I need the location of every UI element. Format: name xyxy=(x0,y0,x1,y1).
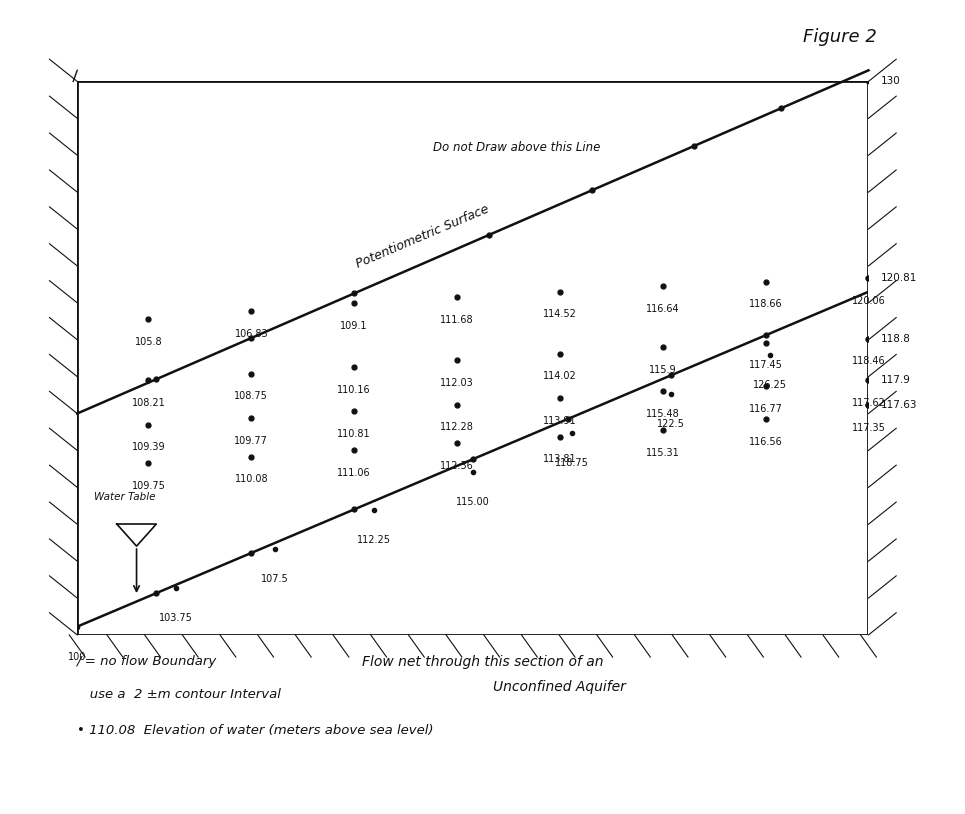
Text: 103.75: 103.75 xyxy=(159,613,193,623)
Text: Water Table: Water Table xyxy=(94,492,155,502)
Text: 111.68: 111.68 xyxy=(440,315,474,325)
Text: 117.9: 117.9 xyxy=(880,375,910,385)
Text: 118.75: 118.75 xyxy=(555,457,589,468)
Text: 115.9: 115.9 xyxy=(648,365,676,374)
Text: 117.45: 117.45 xyxy=(749,361,783,370)
Text: 116.64: 116.64 xyxy=(646,304,679,314)
Text: / = no flow Boundary: / = no flow Boundary xyxy=(77,655,217,668)
Text: Flow net through this section of an: Flow net through this section of an xyxy=(362,655,603,669)
Text: 120.06: 120.06 xyxy=(852,295,885,305)
Text: 120.81: 120.81 xyxy=(880,273,917,283)
Text: 107.5: 107.5 xyxy=(262,574,289,584)
Text: 113.91: 113.91 xyxy=(543,416,577,426)
Text: 106.83: 106.83 xyxy=(234,329,268,339)
Text: 115.48: 115.48 xyxy=(646,409,679,419)
Text: 112.36: 112.36 xyxy=(440,461,474,471)
Text: Unconfined Aquifer: Unconfined Aquifer xyxy=(493,680,626,694)
Text: 130: 130 xyxy=(880,77,900,86)
Text: 110.16: 110.16 xyxy=(338,385,371,395)
Text: 109.1: 109.1 xyxy=(341,321,368,330)
Text: 108.75: 108.75 xyxy=(234,392,268,401)
Text: 117.63: 117.63 xyxy=(880,400,917,410)
Text: Potentiometric Surface: Potentiometric Surface xyxy=(354,203,491,271)
Text: 109.75: 109.75 xyxy=(131,481,165,491)
Text: 114.02: 114.02 xyxy=(543,371,577,382)
Text: 113.81: 113.81 xyxy=(543,454,577,465)
Text: 108.21: 108.21 xyxy=(131,398,165,408)
Text: 111.06: 111.06 xyxy=(338,468,371,478)
Text: • 110.08  Elevation of water (meters above sea level): • 110.08 Elevation of water (meters abov… xyxy=(77,724,433,737)
Text: 110.81: 110.81 xyxy=(338,429,371,439)
Text: 115.31: 115.31 xyxy=(646,448,679,457)
Text: 118.46: 118.46 xyxy=(852,357,885,366)
Text: 122.5: 122.5 xyxy=(657,419,684,429)
Text: 112.03: 112.03 xyxy=(440,378,474,388)
Text: 116.77: 116.77 xyxy=(749,404,783,414)
Text: 100: 100 xyxy=(68,651,87,662)
Text: Figure 2: Figure 2 xyxy=(803,28,876,46)
Text: 114.52: 114.52 xyxy=(543,309,577,319)
Text: 118.8: 118.8 xyxy=(880,334,910,344)
Text: 117.62: 117.62 xyxy=(851,398,886,408)
Text: 118.66: 118.66 xyxy=(749,300,783,309)
Text: use a  2 ±m contour Interval: use a 2 ±m contour Interval xyxy=(77,688,281,701)
Text: 116.56: 116.56 xyxy=(749,437,783,447)
Text: 105.8: 105.8 xyxy=(134,337,162,347)
Text: 110.08: 110.08 xyxy=(234,475,268,484)
Text: 126.25: 126.25 xyxy=(753,380,786,390)
Text: 112.28: 112.28 xyxy=(440,422,474,432)
Text: 117.35: 117.35 xyxy=(851,423,886,433)
Text: 115.00: 115.00 xyxy=(456,497,489,506)
Text: 109.77: 109.77 xyxy=(234,435,268,445)
Text: 112.25: 112.25 xyxy=(357,536,391,545)
Text: Do not Draw above this Line: Do not Draw above this Line xyxy=(433,142,600,155)
Text: 109.39: 109.39 xyxy=(131,442,165,453)
